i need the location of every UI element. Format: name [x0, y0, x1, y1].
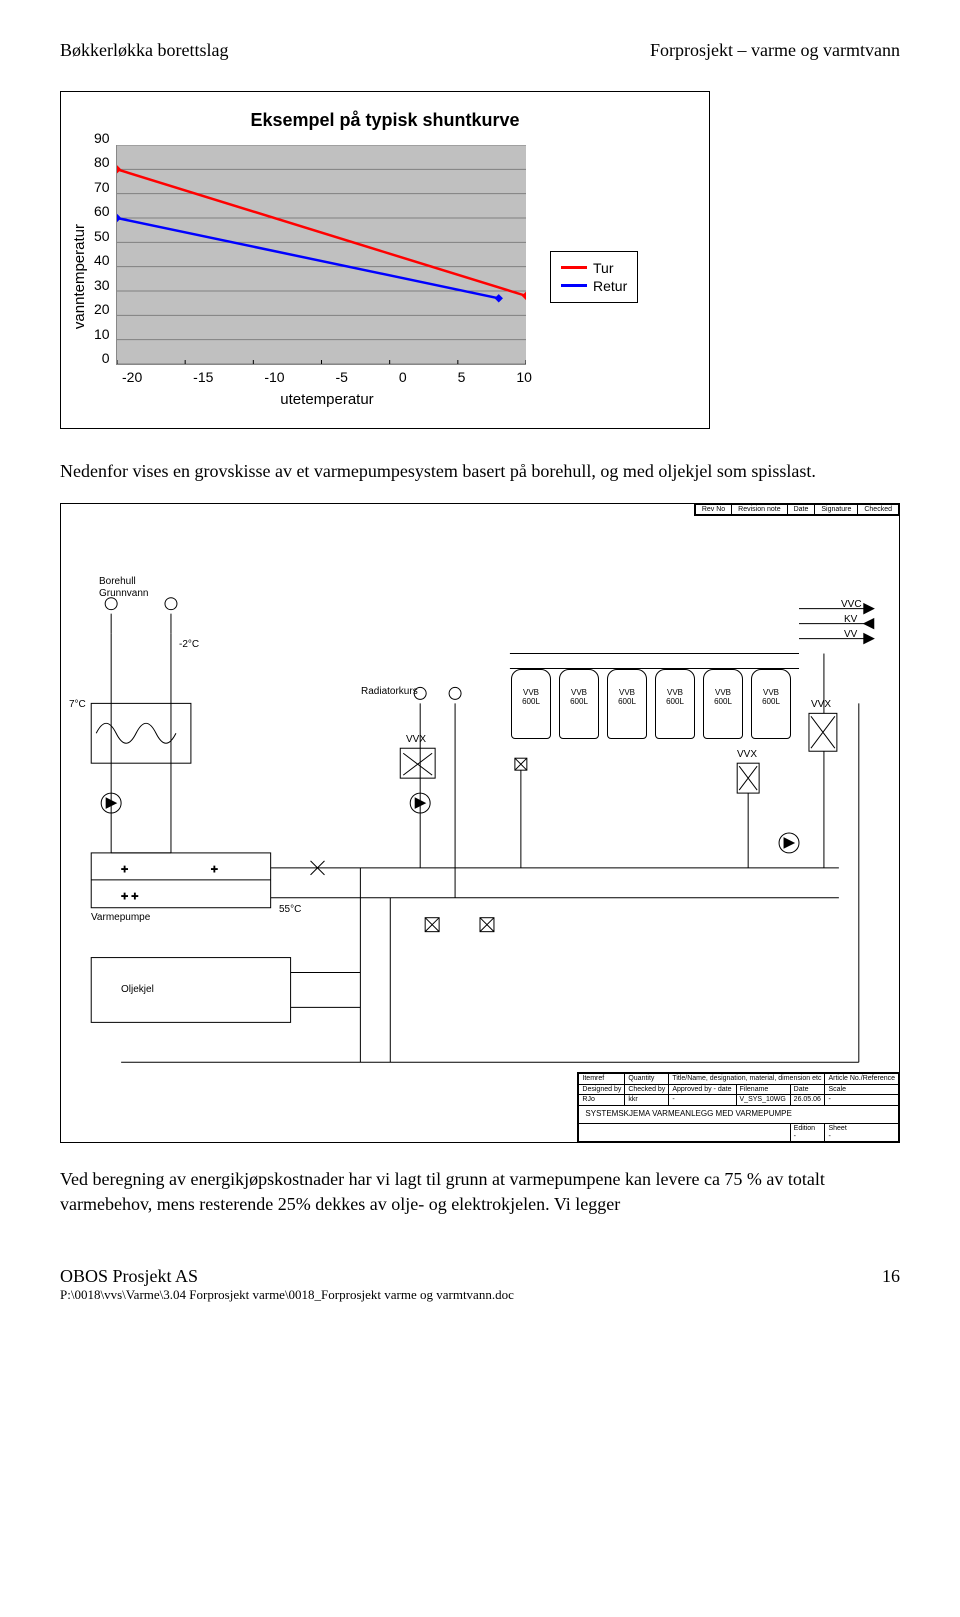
svg-text:+ +: + +: [121, 889, 138, 903]
label-vvx1: VVX: [406, 734, 426, 745]
legend-item: Tur: [561, 260, 627, 276]
footer-path: P:\0018\vvs\Varme\3.04 Forprosjekt varme…: [60, 1287, 514, 1303]
header-left: Bøkkerløkka borettslag: [60, 40, 228, 61]
plot-area: [116, 145, 526, 365]
label-tret: -2°C: [179, 639, 199, 650]
page-header: Bøkkerløkka borettslag Forprosjekt – var…: [60, 40, 900, 61]
vvb-tank: VVB600L: [751, 669, 791, 739]
paragraph-calc: Ved beregning av energikjøpskostnader ha…: [60, 1167, 900, 1216]
vvb-tank: VVB600L: [655, 669, 695, 739]
label-vpout: 55°C: [279, 904, 301, 915]
label-radiator: Radiatorkurs: [361, 686, 418, 697]
footer-company: OBOS Prosjekt AS: [60, 1266, 514, 1287]
x-axis-label: utetemperatur: [122, 391, 532, 408]
label-kv: KV: [844, 614, 857, 625]
title-block-main: SYSTEMSKJEMA VARMEANLEGG MED VARMEPUMPE: [579, 1106, 899, 1124]
label-vvx2: VVX: [737, 749, 757, 760]
title-block: ItemrefQuantityTitle/Name, designation, …: [577, 1072, 899, 1142]
vvb-tank: VVB600L: [607, 669, 647, 739]
x-axis-ticks: -20-15-10-50510: [122, 369, 532, 385]
y-axis-label: vanntemperatur: [71, 224, 88, 329]
footer-page-number: 16: [882, 1266, 900, 1303]
system-diagram: Rev NoRevision noteDateSignatureChecked …: [60, 503, 900, 1143]
svg-text:+: +: [121, 862, 128, 876]
label-vv: VV: [844, 629, 857, 640]
chart-legend: Tur Retur: [550, 251, 638, 303]
label-vvx3: VVX: [811, 699, 831, 710]
label-borehull: Borehull: [99, 576, 136, 587]
header-right: Forprosjekt – varme og varmtvann: [650, 40, 900, 61]
y-axis-ticks: 9080706050403020100: [94, 145, 116, 365]
label-oljekjel: Oljekjel: [121, 984, 154, 995]
label-tin: 7°C: [69, 699, 86, 710]
svg-text:+: +: [211, 862, 218, 876]
label-grunnvann: Grunnvann: [99, 588, 148, 599]
chart-title: Eksempel på typisk shuntkurve: [71, 110, 699, 131]
diagram-svg: + + + +: [61, 504, 899, 1142]
vvb-tank: VVB600L: [703, 669, 743, 739]
shuntkurve-chart: Eksempel på typisk shuntkurve vanntemper…: [60, 91, 710, 429]
paragraph-intro: Nedenfor vises en grovskisse av et varme…: [60, 459, 900, 483]
label-varmepumpe: Varmepumpe: [91, 912, 150, 923]
page-footer: OBOS Prosjekt AS P:\0018\vvs\Varme\3.04 …: [60, 1266, 900, 1303]
vvb-tank: VVB600L: [511, 669, 551, 739]
label-vvc: VVC: [841, 599, 862, 610]
vvb-tank: VVB600L: [559, 669, 599, 739]
legend-item: Retur: [561, 278, 627, 294]
